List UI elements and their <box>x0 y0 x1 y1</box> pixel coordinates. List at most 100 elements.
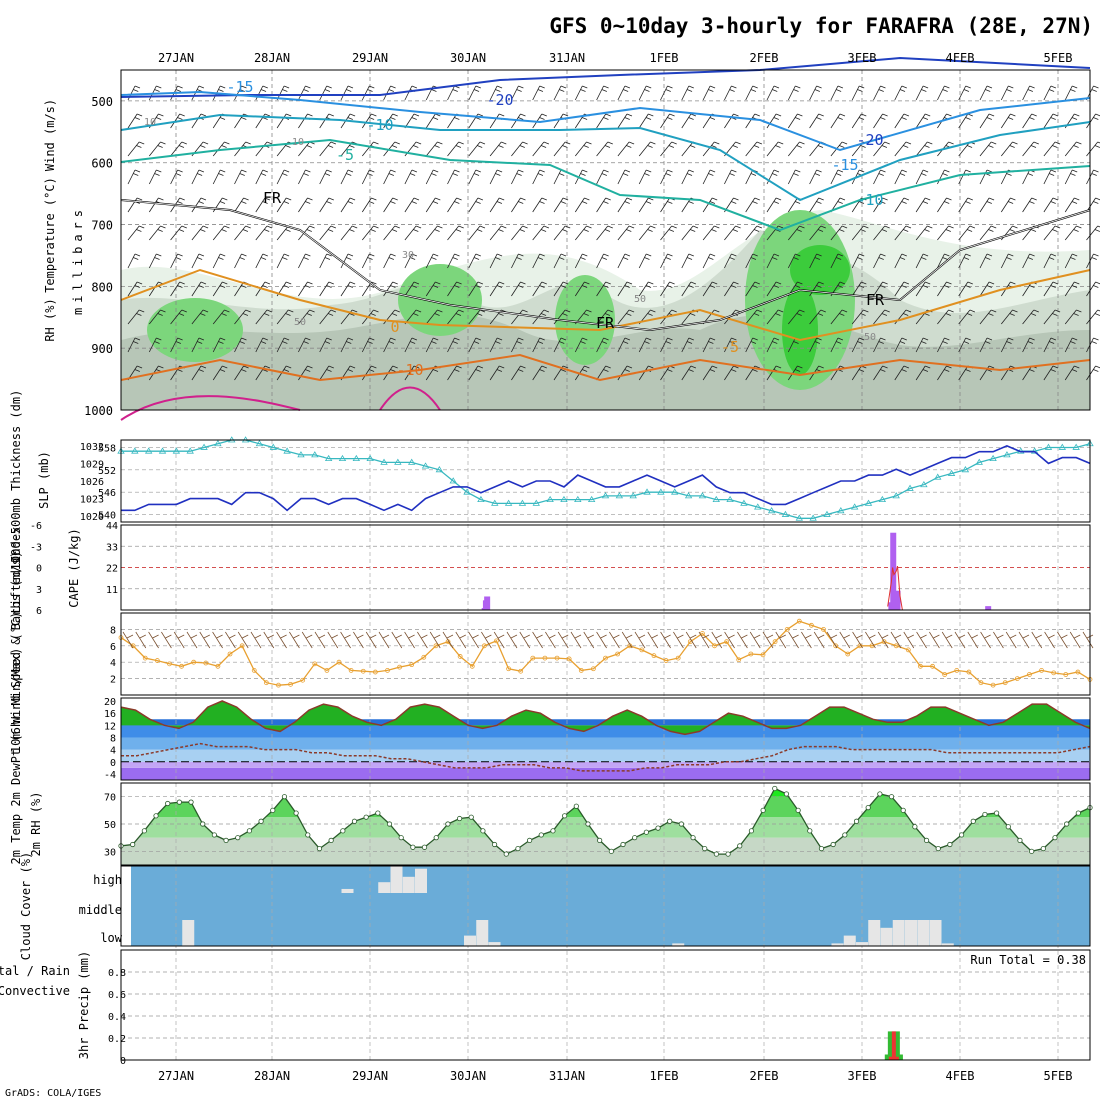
cloud-bar-high <box>390 866 403 893</box>
wind-speed-point <box>288 681 293 687</box>
cloud-level-label: middle <box>79 903 122 917</box>
wind-barb <box>937 197 952 213</box>
wind-barb <box>468 85 481 101</box>
wind-barb <box>745 197 760 213</box>
thickness-point <box>961 466 970 473</box>
wind-speed-point <box>203 660 209 666</box>
wind-barb <box>447 281 462 297</box>
precip-convective-bar <box>891 1031 896 1060</box>
wind-speed-line <box>120 620 1091 686</box>
wind-barb <box>681 113 697 129</box>
wind10-barb <box>276 631 287 649</box>
thickness-point <box>809 514 817 521</box>
wind-speed-point <box>603 655 608 661</box>
wind-barb <box>361 365 377 381</box>
layer-marks: -15 -20 -10 -5 -20 -15 -10 FR FR FR 0 -5 -10 10 10 30 50… <box>117 56 1100 1060</box>
wind-barb <box>532 281 547 297</box>
cloud-bar-low <box>464 935 476 946</box>
wind-barb <box>596 141 613 157</box>
thickness-point <box>463 488 471 495</box>
rh-point <box>748 828 755 834</box>
wind-barb <box>894 253 907 269</box>
rh-point <box>165 800 171 807</box>
wind-barb <box>191 225 209 241</box>
rh-point <box>386 821 393 827</box>
wind-speed-point <box>191 659 197 665</box>
rh-point <box>947 841 953 848</box>
wind-speed-point <box>736 657 742 663</box>
wind-barb <box>638 225 656 241</box>
wind-speed-point <box>239 643 245 649</box>
wind-barb <box>574 281 590 297</box>
wind-barb <box>915 225 933 241</box>
thickness-point <box>546 495 554 503</box>
rh-point <box>200 821 206 827</box>
thickness-point <box>975 458 983 465</box>
upper-air-legend-label: Wind (m/s) <box>43 99 57 171</box>
panel-frame-3 <box>120 612 1091 696</box>
wind10-barb <box>186 631 198 649</box>
rh-point <box>130 841 136 848</box>
wind-speed-point <box>918 663 923 669</box>
rh-point <box>421 844 428 850</box>
wind-barb <box>298 365 313 381</box>
wind-barb <box>447 141 464 157</box>
wind-barb <box>638 337 652 353</box>
wind-barb <box>830 113 846 129</box>
wind10-barb <box>493 631 505 649</box>
wind10-barb <box>173 631 185 649</box>
wind10-barb <box>506 631 518 649</box>
wind10-barb <box>340 631 351 649</box>
wind-barb <box>511 365 526 381</box>
cape-ytick-label: 11 <box>106 585 118 596</box>
upper-air-legend-label: RH (%) <box>43 298 57 341</box>
thickness-point <box>837 507 845 514</box>
wind-barb <box>1043 309 1061 325</box>
wind-barb <box>148 253 162 269</box>
slp-ytick-label: 1032 <box>80 442 104 453</box>
wind-barb <box>724 169 737 185</box>
wind-barb <box>170 225 187 241</box>
wind-speed-point <box>845 651 851 657</box>
wind-speed-point <box>215 663 221 669</box>
wind-barb <box>319 281 334 297</box>
panel-frame-4 <box>120 697 1091 781</box>
wind10-barb <box>122 631 134 649</box>
precip-convective-bar <box>894 1056 899 1060</box>
wind-barb <box>127 337 141 353</box>
wind-speed-point <box>142 655 148 661</box>
cloud-level-label: high <box>93 873 122 887</box>
upper-air-ytick-label: 900 <box>91 342 113 356</box>
wind-barb <box>766 253 780 269</box>
wind-barb <box>553 309 571 325</box>
rh-point <box>258 818 264 824</box>
rh-point <box>912 824 918 830</box>
wind-barb <box>489 225 507 241</box>
wind-barb <box>361 113 377 129</box>
wind-barb <box>425 141 443 157</box>
wind-barb <box>319 337 332 353</box>
wind-barb <box>553 225 571 241</box>
wind-speed-point <box>336 659 342 665</box>
wind-speed-point <box>990 682 996 688</box>
wind-barb <box>787 309 805 325</box>
thickness-point <box>726 495 734 503</box>
thickness-point <box>172 447 181 454</box>
thickness-point <box>1003 451 1011 458</box>
wind-speed-point <box>724 639 730 645</box>
wind-barb <box>127 281 143 297</box>
wind-barb <box>361 169 375 185</box>
isotherm-0 <box>120 268 1091 342</box>
wind-speed-point <box>494 638 499 644</box>
rh-point <box>678 821 684 827</box>
rh2m-ylabel: 2m RH (%) <box>29 791 43 856</box>
wind-barb <box>660 197 675 213</box>
wind-barb <box>702 141 720 157</box>
wind10-barb <box>250 631 262 649</box>
wind10-barb <box>570 631 582 649</box>
wind-barb <box>127 225 145 241</box>
wind-barb <box>447 365 462 381</box>
wind-barb <box>915 253 929 269</box>
wind-barb <box>511 197 526 213</box>
wind10-barb <box>1018 631 1030 649</box>
